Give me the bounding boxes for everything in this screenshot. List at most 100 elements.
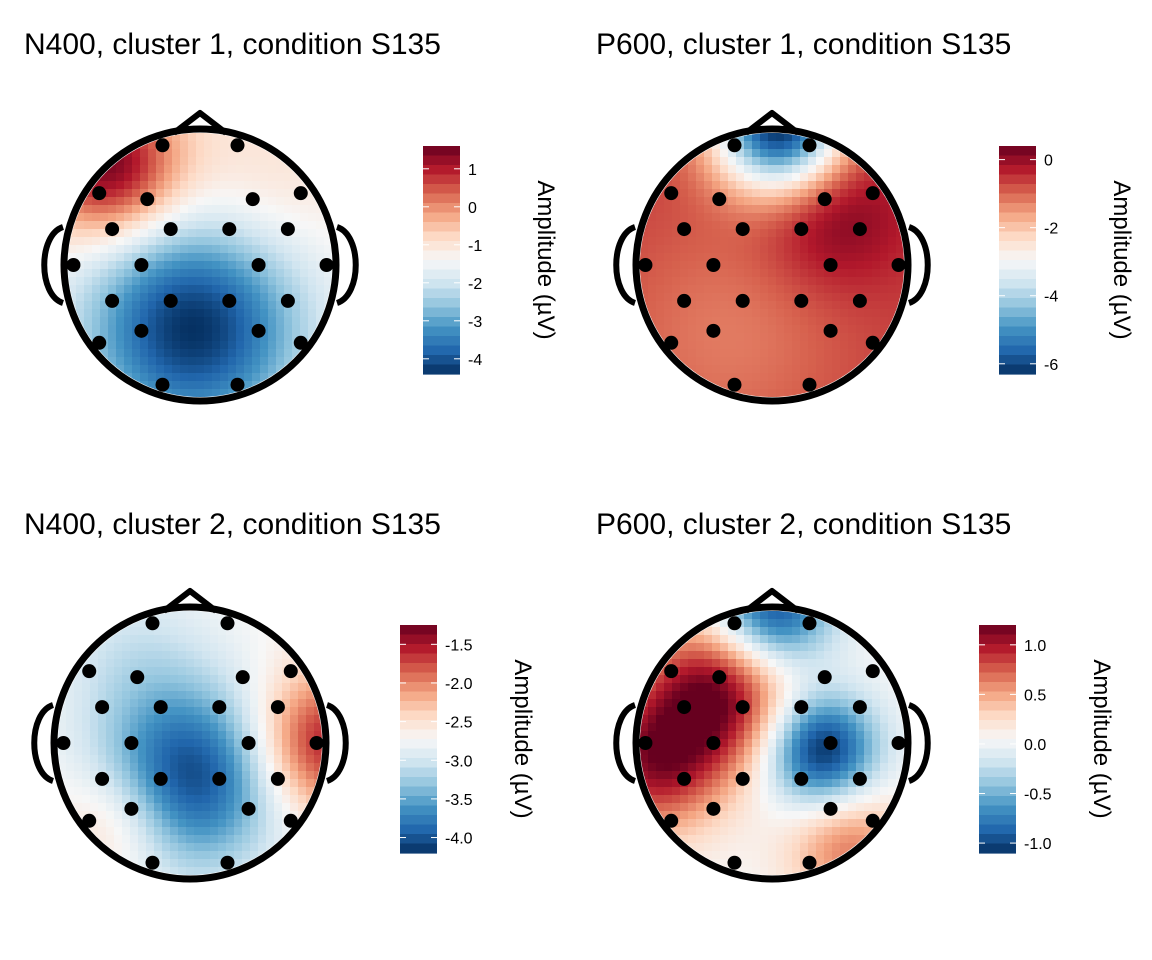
panel-title: P600, cluster 1, condition S135 — [596, 28, 1012, 61]
electrode — [706, 801, 721, 816]
electrode — [664, 335, 679, 350]
colorbar-tick-label: -2.0 — [445, 676, 473, 693]
colorbar-tick-label: -4.0 — [445, 831, 473, 848]
colorbar-tick-label: 0.5 — [1024, 687, 1046, 704]
electrode — [802, 377, 817, 392]
electrode — [270, 771, 285, 786]
electrode — [163, 222, 178, 237]
topoplot-panel-1: N400, cluster 1, condition S135 1 0 -1 -2 -3… — [0, 0, 576, 480]
colorbar-tick-label: -3.5 — [445, 792, 473, 809]
electrode — [677, 222, 692, 237]
electrode — [66, 258, 81, 272]
colorbar-tick-label: -3.0 — [445, 753, 473, 770]
electrode — [124, 736, 139, 750]
electrode — [852, 771, 867, 786]
colorbar-tick-label: -1.5 — [445, 637, 473, 654]
electrode — [230, 138, 245, 153]
electrode — [823, 323, 838, 338]
electrode — [794, 771, 809, 786]
nose-outline — [172, 110, 228, 136]
electrode — [677, 700, 692, 715]
electrode — [891, 258, 906, 272]
colorbar-tick-label: -2 — [1044, 221, 1058, 238]
right-ear-outline — [907, 224, 931, 306]
topoplot-panel-2: P600, cluster 1, condition S135 0 -2 -4 -6 A… — [576, 0, 1152, 480]
colorbar-tick-label: -3 — [468, 314, 482, 331]
nose-outline — [162, 588, 218, 614]
electrode — [130, 670, 145, 685]
electrode — [235, 670, 250, 685]
colorbar-tick-label: 0 — [1044, 153, 1053, 170]
head-outline — [632, 125, 912, 405]
electrode — [677, 293, 692, 308]
colorbar-tick-label: -1 — [468, 238, 482, 255]
electrode — [823, 801, 838, 816]
electrode — [245, 192, 260, 207]
electrode — [241, 736, 256, 750]
electrode — [638, 258, 653, 272]
electrode — [220, 616, 235, 631]
electrode — [852, 222, 867, 237]
electrode — [727, 616, 742, 631]
electrode — [222, 222, 237, 237]
electrode — [145, 616, 160, 631]
nose-outline — [744, 588, 800, 614]
electrode — [222, 293, 237, 308]
left-ear-outline — [41, 224, 65, 306]
colorbar-title: Amplitude (µV) — [532, 180, 559, 339]
right-ear-outline — [335, 224, 359, 306]
electrode — [823, 736, 838, 750]
panel-title: N400, cluster 2, condition S135 — [24, 508, 441, 541]
electrode — [712, 670, 727, 685]
electrode — [270, 700, 285, 715]
electrode — [319, 258, 334, 272]
electrode — [155, 138, 170, 153]
electrode — [283, 664, 298, 679]
right-ear-outline — [907, 702, 931, 784]
electrode — [706, 736, 721, 750]
head-outline — [60, 125, 340, 405]
colorbar-tick-label: 0.0 — [1024, 737, 1046, 754]
electrode — [92, 335, 107, 350]
electrode — [727, 377, 742, 392]
electrode — [124, 801, 139, 816]
right-ear-outline — [325, 702, 349, 784]
electrode — [817, 670, 832, 685]
electrode — [283, 813, 298, 828]
left-ear-outline — [31, 702, 55, 784]
electrode — [293, 186, 308, 201]
electrode — [706, 258, 721, 272]
electrode — [153, 700, 168, 715]
topoplot-svg: -1.5 -2.0 -2.5 -3.0 -3.5 -4.0 Amplitude (µV) — [31, 588, 536, 883]
colorbar — [423, 146, 460, 375]
electrode — [280, 293, 295, 308]
electrode — [95, 700, 110, 715]
electrode — [706, 323, 721, 338]
electrode — [134, 258, 149, 272]
left-ear-outline — [613, 224, 637, 306]
electrode — [852, 700, 867, 715]
electrode — [817, 192, 832, 207]
electrode — [134, 323, 149, 338]
electrode — [309, 736, 324, 750]
electrode — [794, 222, 809, 237]
colorbar — [999, 146, 1036, 375]
electrode — [82, 813, 97, 828]
electrode — [865, 813, 880, 828]
electrode — [664, 813, 679, 828]
colorbar-tick-label: -2 — [468, 276, 482, 293]
head-outline — [50, 603, 330, 883]
colorbar-tick-label: -2.5 — [445, 715, 473, 732]
electrode — [293, 335, 308, 350]
electrode — [280, 222, 295, 237]
panel-title: P600, cluster 2, condition S135 — [596, 508, 1012, 541]
electrode — [802, 138, 817, 153]
electrode — [802, 855, 817, 870]
topoplot-svg: 1 0 -1 -2 -3 -4 Amplitude (µV) — [41, 110, 559, 405]
colorbar-title: Amplitude (µV) — [1108, 180, 1135, 339]
electrode — [794, 700, 809, 715]
electrode — [145, 855, 160, 870]
electrode — [251, 323, 266, 338]
colorbar-tick-label: 0 — [468, 200, 477, 217]
colorbar-tick-label: 1.0 — [1024, 638, 1046, 655]
